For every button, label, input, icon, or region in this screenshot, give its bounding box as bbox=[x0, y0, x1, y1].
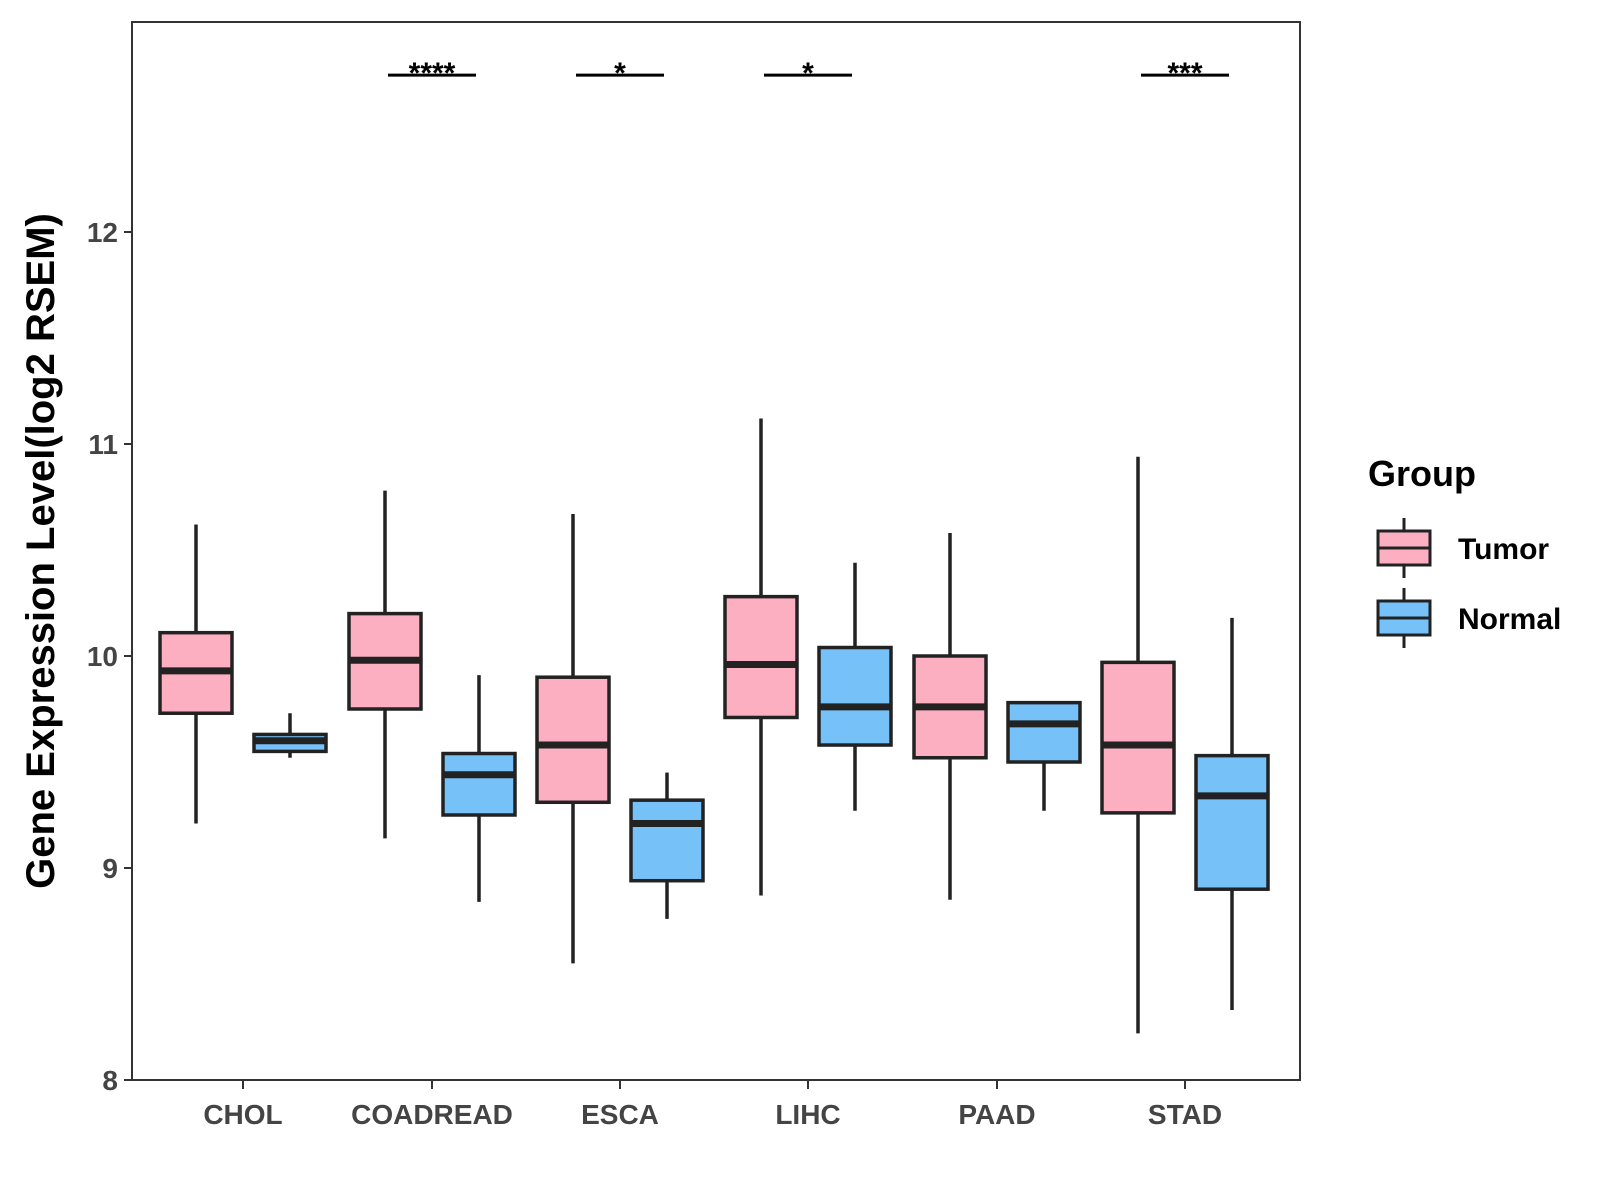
y-axis: 8 9 10 11 12 bbox=[87, 217, 132, 1096]
x-tick-label: STAD bbox=[1148, 1099, 1222, 1130]
tumor-box-chol bbox=[158, 524, 234, 824]
x-tick-label: CHOL bbox=[203, 1099, 282, 1130]
x-tick-label: PAAD bbox=[958, 1099, 1035, 1130]
x-tick-label: COADREAD bbox=[351, 1099, 513, 1130]
legend-entry-normal: Normal bbox=[1376, 588, 1561, 648]
tumor-box-lihc bbox=[723, 418, 799, 896]
y-tick-label: 11 bbox=[88, 429, 118, 460]
box-iqr bbox=[817, 645, 893, 747]
plot-panel-border bbox=[131, 21, 1301, 1081]
significance-label: *** bbox=[1167, 57, 1202, 90]
tumor-box-paad bbox=[912, 533, 988, 900]
normal-box-coadread bbox=[441, 675, 517, 902]
box-iqr bbox=[535, 675, 611, 805]
box-iqr bbox=[629, 798, 705, 883]
box-iqr bbox=[1194, 753, 1270, 891]
normal-box-chol bbox=[252, 713, 328, 758]
normal-box-lihc bbox=[817, 562, 893, 811]
significance-label: * bbox=[802, 57, 814, 90]
legend-title: Group bbox=[1368, 453, 1476, 494]
normal-box-paad bbox=[1006, 700, 1082, 811]
tumor-box-stad bbox=[1100, 456, 1176, 1034]
legend-label: Tumor bbox=[1458, 533, 1549, 566]
box-iqr bbox=[441, 751, 517, 817]
box-iqr bbox=[723, 594, 799, 720]
box-iqr bbox=[1100, 660, 1176, 815]
legend-label: Normal bbox=[1458, 603, 1561, 636]
box-iqr bbox=[1006, 700, 1082, 764]
x-axis: CHOL COADREAD ESCA LIHC PAAD STAD bbox=[203, 1080, 1222, 1130]
normal-box-esca bbox=[629, 772, 705, 919]
normal-box-stad bbox=[1194, 617, 1270, 1011]
tumor-box-coadread bbox=[347, 490, 423, 839]
y-tick-label: 12 bbox=[87, 217, 118, 248]
x-tick-label: LIHC bbox=[775, 1099, 840, 1130]
y-tick-label: 10 bbox=[87, 641, 118, 672]
significance-annotations: **** * * *** bbox=[388, 57, 1229, 90]
y-tick-label: 9 bbox=[102, 853, 118, 884]
y-axis-title: Gene Expression Level(log2 RSEM) bbox=[19, 213, 63, 889]
legend-entry-tumor: Tumor bbox=[1376, 518, 1549, 578]
box-series bbox=[158, 418, 1270, 1034]
y-tick-label: 8 bbox=[102, 1065, 118, 1096]
significance-label: **** bbox=[409, 57, 456, 90]
legend: Group Tumor Normal bbox=[1368, 453, 1561, 648]
x-tick-label: ESCA bbox=[581, 1099, 659, 1130]
significance-label: * bbox=[614, 57, 626, 90]
tumor-box-esca bbox=[535, 513, 611, 964]
